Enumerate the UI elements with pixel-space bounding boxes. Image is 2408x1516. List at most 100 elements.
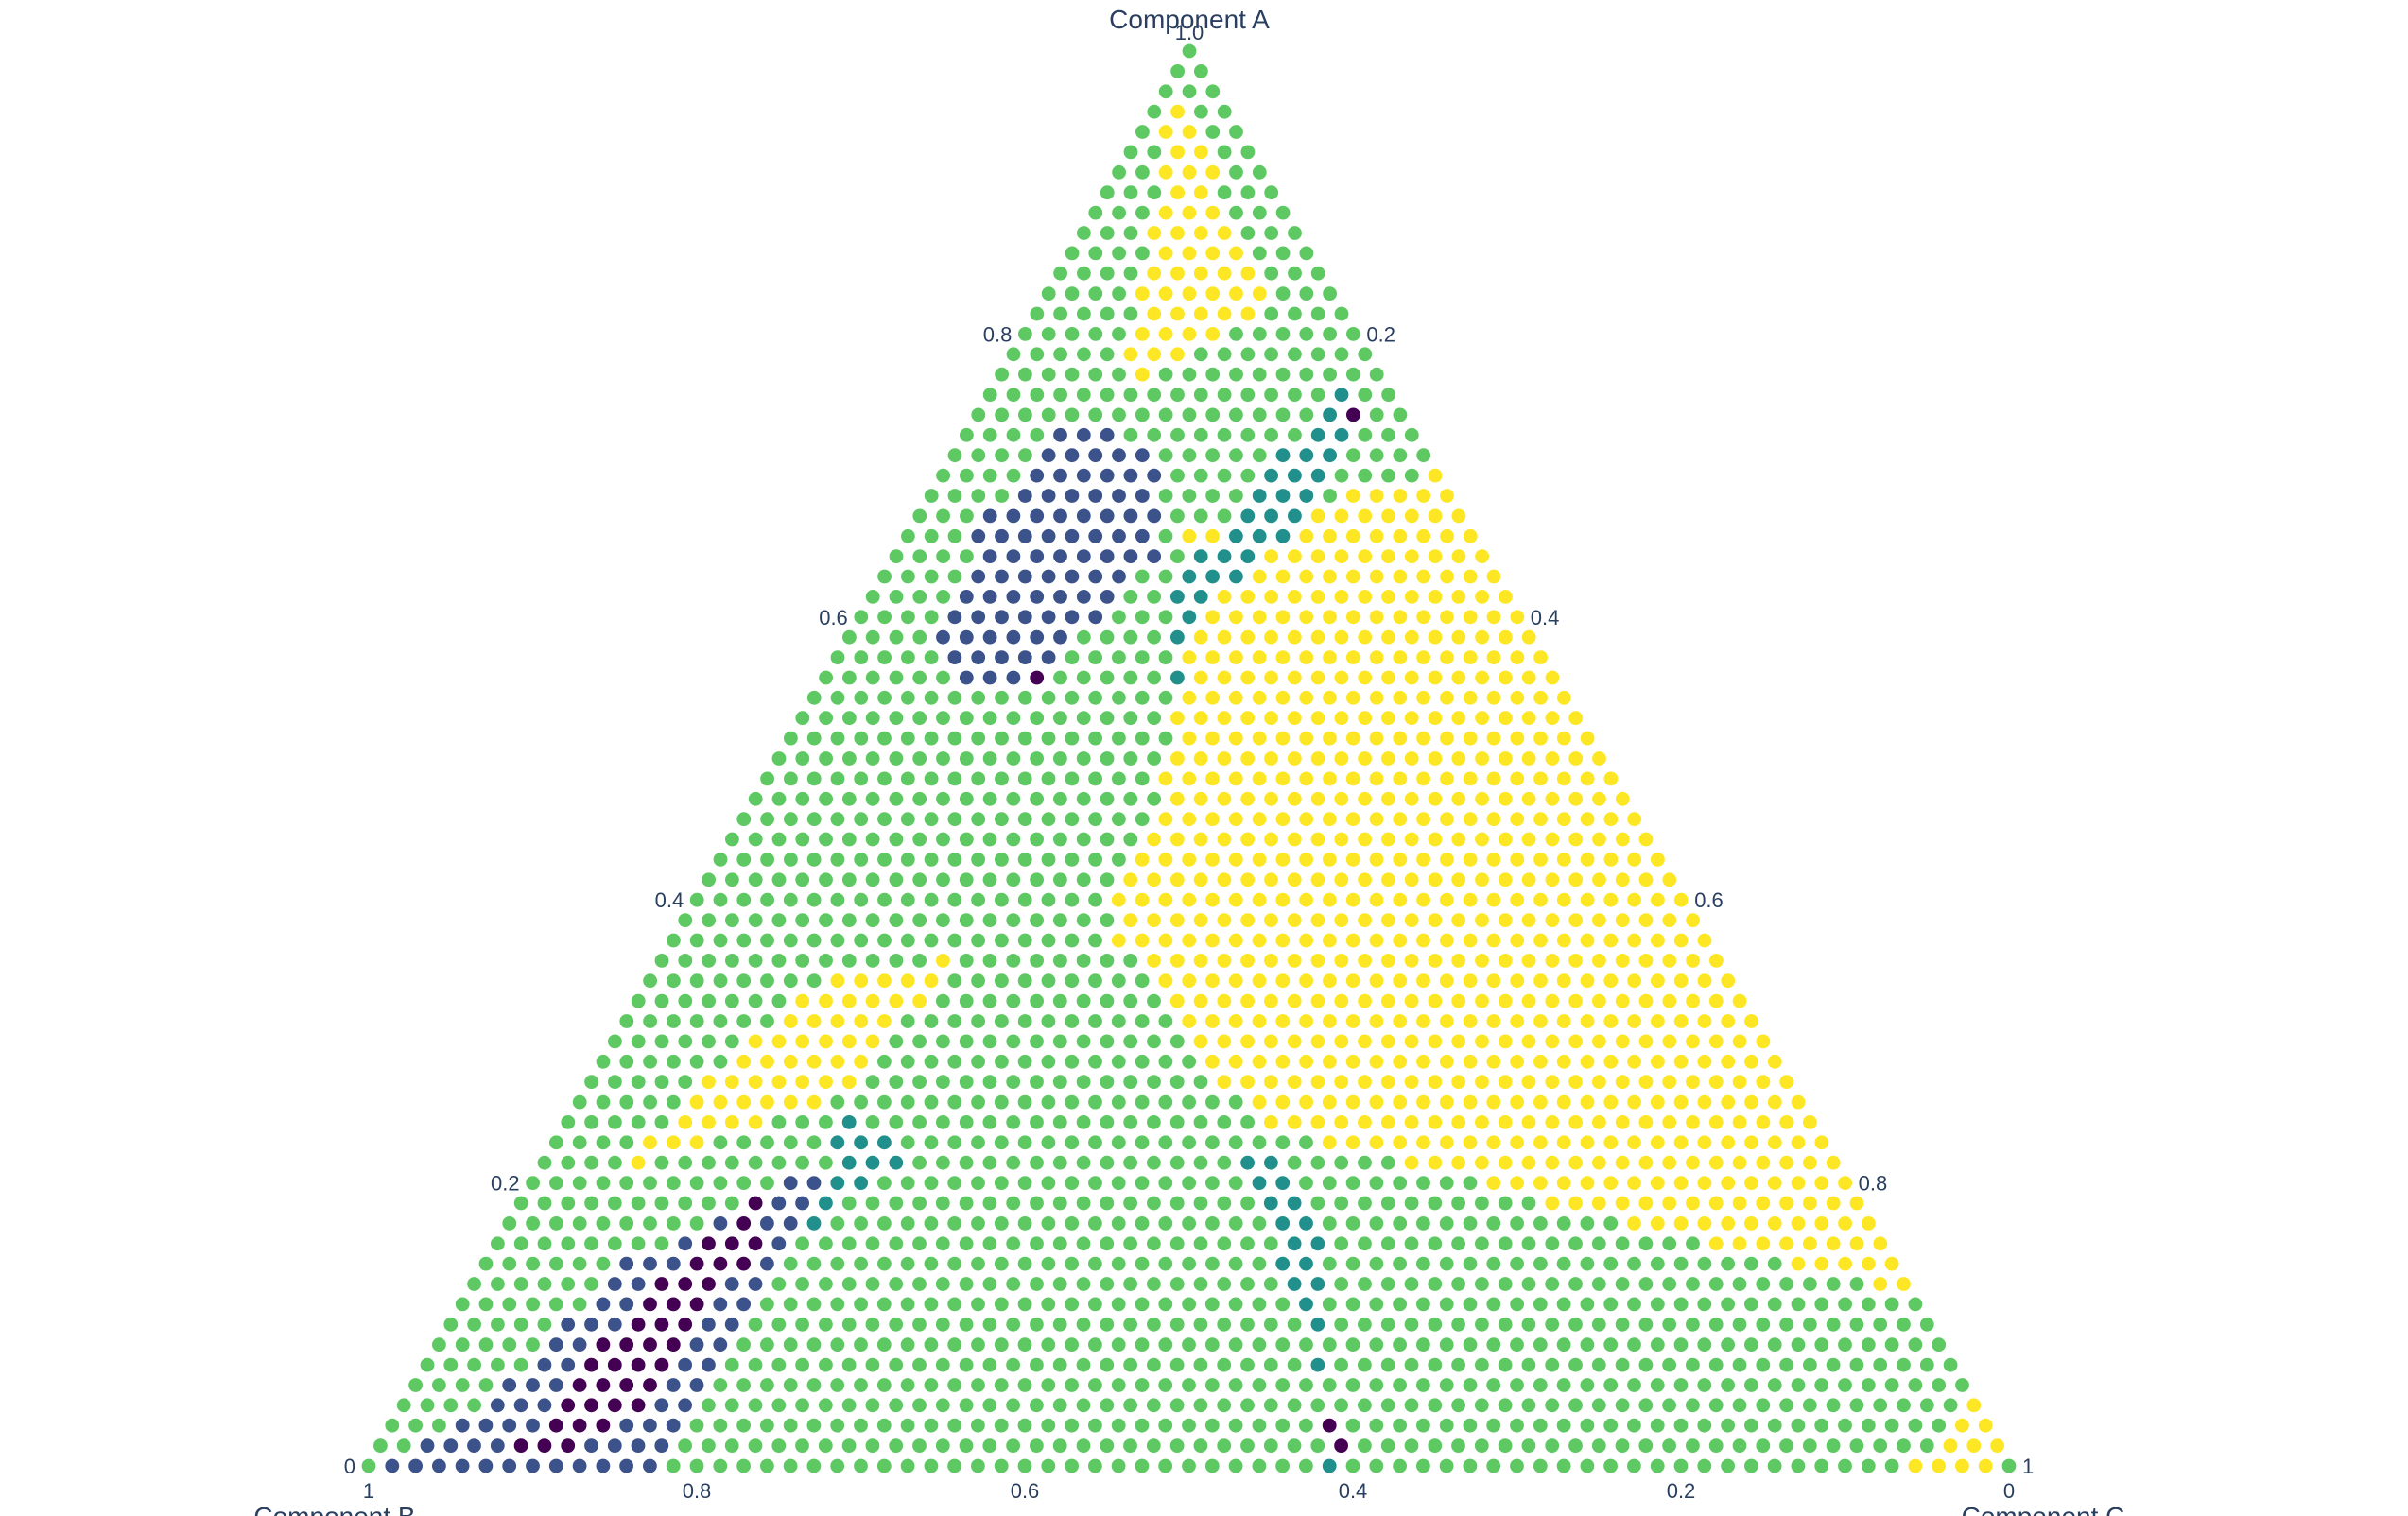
data-point <box>910 1275 928 1293</box>
data-point <box>887 830 905 848</box>
data-point <box>1368 851 1386 869</box>
data-point <box>1028 467 1046 485</box>
data-point <box>1660 1356 1678 1374</box>
data-point <box>1333 304 1351 322</box>
data-point <box>875 608 893 626</box>
data-point <box>899 1133 917 1151</box>
data-point <box>1297 446 1315 464</box>
data-point <box>1684 1316 1702 1334</box>
data-point <box>735 1295 753 1313</box>
data-point <box>1649 1053 1667 1071</box>
data-point <box>1063 1174 1081 1192</box>
data-point <box>1462 1012 1480 1030</box>
data-point <box>1825 1195 1843 1213</box>
data-point <box>1051 588 1069 606</box>
data-point <box>770 1275 788 1293</box>
data-point <box>1344 931 1362 949</box>
data-point <box>1695 1457 1713 1475</box>
data-point <box>559 1113 577 1131</box>
data-point <box>969 1255 987 1273</box>
data-point <box>1391 1174 1409 1192</box>
data-point <box>1520 1234 1538 1252</box>
data-point <box>1216 547 1234 565</box>
data-point <box>1086 487 1104 505</box>
data-point <box>969 1133 987 1151</box>
data-point <box>1332 830 1350 848</box>
data-point <box>1121 1396 1139 1414</box>
data-point <box>1274 527 1292 545</box>
data-point <box>1098 1154 1116 1172</box>
data-point <box>852 810 870 828</box>
data-point <box>606 1032 624 1050</box>
data-point <box>1181 123 1199 141</box>
data-point <box>922 1174 940 1192</box>
data-point <box>1086 527 1104 545</box>
data-point <box>1134 446 1152 464</box>
data-point <box>747 1113 765 1131</box>
data-point <box>852 1094 870 1111</box>
data-point <box>1379 790 1397 808</box>
data-point <box>981 911 999 929</box>
data-point <box>934 1234 952 1252</box>
data-point <box>1121 629 1139 646</box>
data-point <box>1028 1113 1046 1131</box>
data-point <box>1297 648 1315 666</box>
data-point <box>1532 891 1550 909</box>
data-point <box>571 1174 589 1192</box>
data-point <box>1016 487 1034 505</box>
data-point <box>1462 689 1480 707</box>
data-point <box>1005 426 1023 444</box>
data-point <box>1227 851 1245 869</box>
data-point <box>817 911 835 929</box>
data-point <box>1262 668 1280 686</box>
data-point <box>582 1356 600 1374</box>
data-point <box>1427 749 1445 767</box>
data-point <box>652 992 670 1010</box>
data-point <box>512 1275 530 1293</box>
data-point <box>1169 467 1187 485</box>
data-point <box>688 1133 706 1151</box>
data-point <box>1051 709 1069 727</box>
data-point <box>1614 1234 1632 1252</box>
data-point <box>1484 1457 1502 1475</box>
data-point <box>1590 1154 1608 1172</box>
data-point <box>1227 325 1245 343</box>
data-point <box>1625 1417 1643 1435</box>
data-point <box>1368 769 1386 787</box>
data-point <box>1614 1356 1632 1374</box>
data-point <box>1192 629 1210 646</box>
data-point <box>1579 851 1597 869</box>
data-point <box>1484 1376 1502 1394</box>
data-point <box>806 769 823 787</box>
data-point <box>993 1376 1011 1394</box>
data-point <box>1508 1376 1526 1394</box>
data-point <box>875 891 893 909</box>
data-point <box>782 1295 800 1313</box>
data-point <box>1075 790 1093 808</box>
data-point <box>1204 648 1221 666</box>
data-point <box>1110 1133 1128 1151</box>
data-point <box>969 851 987 869</box>
data-point <box>1403 507 1421 525</box>
data-point <box>1086 608 1104 626</box>
data-point <box>1121 345 1139 363</box>
data-point <box>723 1437 741 1455</box>
data-point <box>770 992 788 1010</box>
data-point <box>958 830 976 848</box>
data-point <box>958 1032 976 1050</box>
data-point <box>922 1094 940 1111</box>
data-point <box>1028 1195 1046 1213</box>
data-point <box>1836 1295 1854 1313</box>
data-point <box>1063 527 1081 545</box>
data-point <box>1145 1113 1163 1131</box>
data-point <box>1075 1154 1093 1172</box>
data-point <box>945 689 963 707</box>
data-point <box>1251 446 1269 464</box>
data-point <box>981 386 999 404</box>
data-point <box>1099 265 1117 283</box>
data-point <box>489 1437 507 1455</box>
data-point <box>1602 1053 1620 1071</box>
data-point <box>1532 1012 1550 1030</box>
data-point <box>1215 1154 1233 1172</box>
data-point <box>747 1032 765 1050</box>
